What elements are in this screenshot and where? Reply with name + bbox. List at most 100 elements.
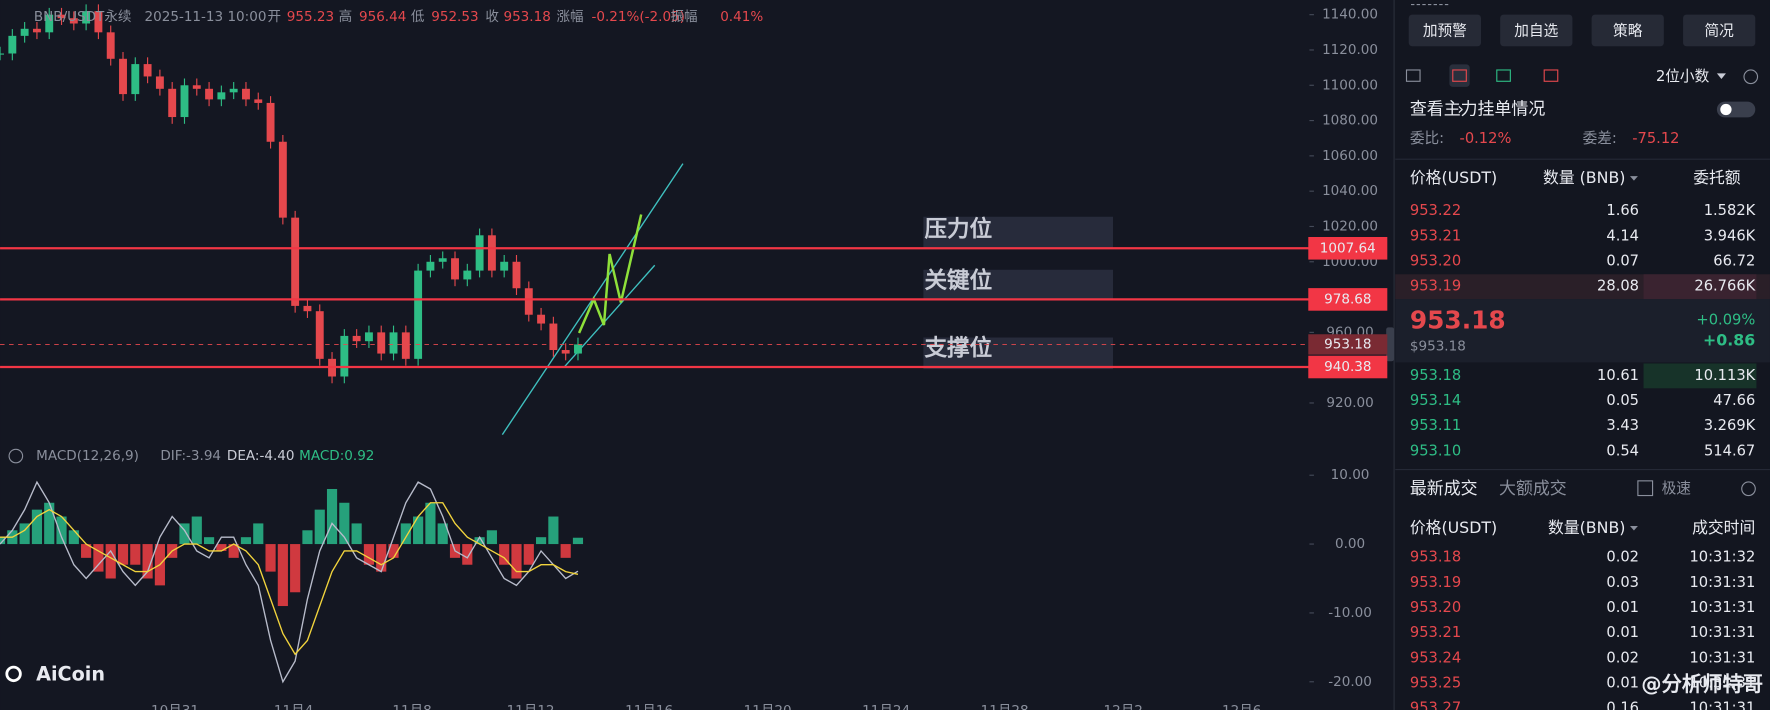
author: @分析师特哥 <box>1641 672 1763 696</box>
dea-line <box>0 502 579 656</box>
candle <box>8 35 17 54</box>
button-label[interactable]: 加自选 <box>1514 23 1558 40</box>
macd-bar <box>536 537 547 545</box>
label: 涨幅 <box>557 9 584 25</box>
tab[interactable]: 大额成交 <box>1499 478 1567 498</box>
candle <box>180 85 189 118</box>
price: 953.19 <box>1410 574 1461 591</box>
tab-active[interactable]: 最新成交 <box>1410 478 1478 498</box>
panel-handle[interactable] <box>1386 327 1395 362</box>
time: 10:31:32 <box>1689 549 1755 566</box>
y-tick-label: 1120.00 <box>1322 42 1378 58</box>
macd-bar <box>314 509 325 545</box>
candle <box>119 58 127 95</box>
label: 委比: <box>1410 130 1444 147</box>
macd-bar <box>228 544 239 558</box>
macd-bar <box>486 530 497 545</box>
x-tick-label: 12月6 <box>1222 703 1261 710</box>
candle <box>242 88 250 100</box>
macd-bar <box>105 544 116 579</box>
column-header[interactable]: 数量 (BNB) <box>1543 168 1625 187</box>
button-label[interactable]: 加预警 <box>1423 23 1467 40</box>
zone-label: 支撑位 <box>925 334 993 361</box>
decimals[interactable]: 2位小数 <box>1656 68 1710 85</box>
icon[interactable] <box>1452 69 1467 82</box>
x-tick-label: 12月2 <box>1103 703 1142 710</box>
candle <box>549 323 558 351</box>
y-tick-label: 1060.00 <box>1322 148 1378 164</box>
fast-label[interactable]: 极速 <box>1662 480 1692 497</box>
price: 953.20 <box>1410 252 1461 269</box>
icon[interactable] <box>1543 69 1559 82</box>
button[interactable] <box>1591 14 1664 47</box>
column-header[interactable]: 成交时间 <box>1692 518 1755 537</box>
orders-link[interactable]: 查看主力挂单情况 <box>1410 98 1545 118</box>
label: 委差: <box>1583 130 1617 147</box>
candle <box>82 11 91 24</box>
macd-bar <box>560 544 571 558</box>
quantity: 0.01 <box>1606 624 1639 641</box>
candle <box>401 332 410 359</box>
candle <box>291 217 300 306</box>
collapse-icon[interactable] <box>8 448 24 464</box>
depth-bar <box>1643 363 1757 389</box>
button[interactable] <box>1500 14 1573 47</box>
macd-bar <box>400 523 411 545</box>
column-header[interactable]: 委托额 <box>1693 168 1741 187</box>
settings-icon[interactable] <box>1741 481 1756 497</box>
price: 953.22 <box>1410 202 1461 219</box>
icon[interactable] <box>1405 69 1421 82</box>
candle <box>229 88 238 93</box>
toggle-knob <box>1720 103 1732 116</box>
zone-label: 压力位 <box>925 216 993 243</box>
macd-title: MACD(12,26,9) <box>36 448 139 464</box>
mid-usd: $953.18 <box>1410 339 1466 355</box>
macd-bar <box>216 544 227 551</box>
y-tick-label: 1140.00 <box>1322 7 1378 23</box>
macd-bar <box>240 537 252 545</box>
x-tick-label: 11月8 <box>392 703 431 710</box>
candle <box>168 88 177 118</box>
y-tick-label: -10.00 <box>1328 605 1372 621</box>
macd-bar <box>523 544 534 565</box>
macd-bar <box>277 544 288 607</box>
logo-icon <box>5 665 22 683</box>
price: 953.14 <box>1410 392 1461 409</box>
candle <box>45 14 54 33</box>
chevron[interactable]: › <box>1457 98 1464 118</box>
amount: 26.766K <box>1694 278 1755 295</box>
level-tag <box>1308 237 1388 260</box>
zone-box <box>923 337 1114 370</box>
x-tick-label: 11月28 <box>981 703 1029 710</box>
icon[interactable] <box>1496 69 1511 82</box>
button-label[interactable]: 策略 <box>1613 23 1643 40</box>
candle <box>106 32 115 59</box>
macd-bar <box>290 544 301 593</box>
candle <box>266 102 275 142</box>
diff: -75.12 <box>1632 130 1679 147</box>
macd-header: MACD(12,26,9) DIF:-3.94 DEA:-4.40 MACD:0… <box>8 448 374 464</box>
candle <box>192 85 201 89</box>
quantity: 3.43 <box>1606 417 1639 434</box>
level-tag-label: 1007.64 <box>1320 240 1376 256</box>
x-tick-label: 11月12 <box>507 703 555 710</box>
candle <box>303 305 312 312</box>
macd-bar <box>351 523 362 545</box>
button[interactable] <box>1408 14 1481 47</box>
level-tag-label: 978.68 <box>1324 291 1371 307</box>
candle <box>254 99 263 103</box>
candle <box>389 332 398 354</box>
candle <box>487 235 496 271</box>
settings-icon[interactable] <box>1743 69 1759 85</box>
macd-bar <box>474 537 485 545</box>
checkbox[interactable] <box>1637 480 1654 497</box>
y-tick-label: 1080.00 <box>1322 113 1378 129</box>
candle <box>463 270 472 280</box>
amount: 514.67 <box>1704 442 1755 459</box>
button-label[interactable]: 简况 <box>1705 23 1735 40</box>
quantity: 10.61 <box>1597 367 1639 384</box>
candle <box>69 18 78 24</box>
column-header[interactable]: 数量(BNB) <box>1548 518 1625 537</box>
candle <box>414 270 423 359</box>
button[interactable] <box>1683 14 1756 47</box>
